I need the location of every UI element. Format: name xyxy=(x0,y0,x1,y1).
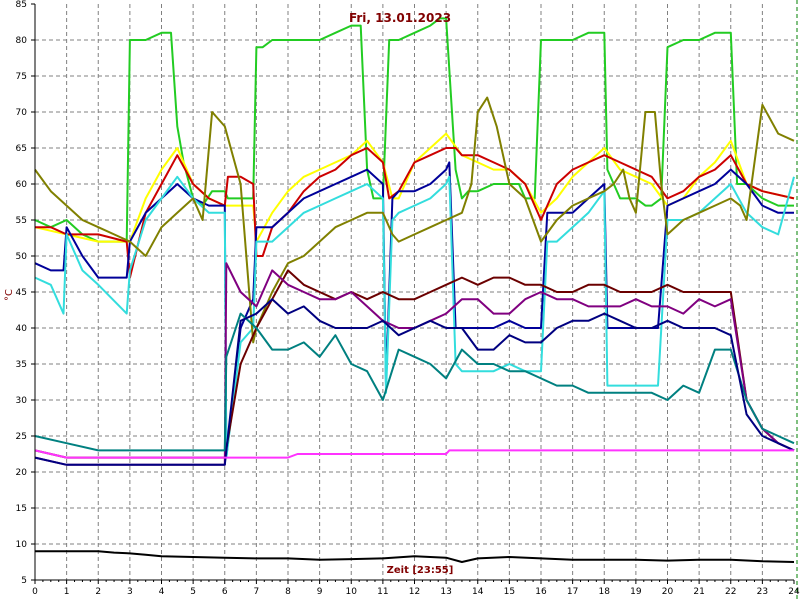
y-tick-label: 20 xyxy=(16,468,28,478)
y-tick-label: 35 xyxy=(16,360,27,370)
x-tick-label: 7 xyxy=(254,587,260,597)
series-line-6 xyxy=(34,96,795,344)
series-line-1 xyxy=(34,17,794,243)
x-tick-label: 11 xyxy=(377,587,388,597)
series-line-11 xyxy=(34,449,794,459)
x-tick-label: 1 xyxy=(64,587,70,597)
x-tick-label: 4 xyxy=(159,587,165,597)
x-axis-label: Zeit [23:55] xyxy=(387,565,454,576)
x-tick-label: 0 xyxy=(32,587,38,597)
x-tick-label: 19 xyxy=(630,587,642,597)
series-line-7 xyxy=(34,269,795,459)
x-tick-label: 8 xyxy=(285,587,291,597)
series-line-10 xyxy=(34,298,795,466)
series-line-5 xyxy=(34,175,795,459)
y-tick-label: 30 xyxy=(16,396,28,406)
x-tick-label: 9 xyxy=(317,587,323,597)
y-tick-label: 80 xyxy=(16,36,28,46)
x-tick-label: 20 xyxy=(662,587,674,597)
x-tick-label: 16 xyxy=(535,587,547,597)
grid xyxy=(35,4,794,580)
y-tick-label: 85 xyxy=(16,0,27,10)
y-tick-label: 55 xyxy=(16,216,27,226)
x-tick-label: 14 xyxy=(472,587,484,597)
x-tick-label: 23 xyxy=(757,587,768,597)
y-tick-label: 45 xyxy=(16,288,27,298)
series-line-12 xyxy=(35,550,795,563)
y-tick-label: 70 xyxy=(16,108,28,118)
series-group xyxy=(34,17,795,563)
x-tick-label: 3 xyxy=(127,587,133,597)
x-tick-label: 6 xyxy=(222,587,228,597)
chart-title: Fri, 13.01.2023 xyxy=(349,11,451,25)
x-tick-label: 10 xyxy=(346,587,358,597)
series-line-9 xyxy=(34,312,795,452)
y-tick-label: 50 xyxy=(16,252,28,262)
y-tick-label: 60 xyxy=(16,180,28,190)
y-tick-label: 10 xyxy=(16,540,28,550)
x-tick-label: 2 xyxy=(95,587,101,597)
x-tick-label: 17 xyxy=(567,587,578,597)
x-tick-label: 5 xyxy=(190,587,196,597)
x-tick-label: 13 xyxy=(440,587,451,597)
y-tick-label: 65 xyxy=(16,144,27,154)
y-tick-label: 40 xyxy=(16,324,28,334)
y-tick-label: 25 xyxy=(16,432,27,442)
y-tick-label: 75 xyxy=(16,72,27,82)
x-tick-label: 21 xyxy=(693,587,704,597)
y-tick-label: 15 xyxy=(16,504,27,514)
x-tick-label: 18 xyxy=(599,587,611,597)
x-tick-label: 24 xyxy=(788,587,800,597)
y-axis-label: °C xyxy=(4,289,15,301)
series-line-3 xyxy=(35,147,795,279)
axes: 0 1 2 3 4 5 6 7 8 9 10 11 12 13 14 15 16 17 18 19 20 21 22 23 24… xyxy=(16,0,800,600)
x-tick-label: 22 xyxy=(725,587,736,597)
y-tick-label: 5 xyxy=(21,576,27,586)
series-line-8 xyxy=(34,262,795,466)
x-tick-label: 15 xyxy=(504,587,515,597)
x-tick-label: 12 xyxy=(409,587,420,597)
